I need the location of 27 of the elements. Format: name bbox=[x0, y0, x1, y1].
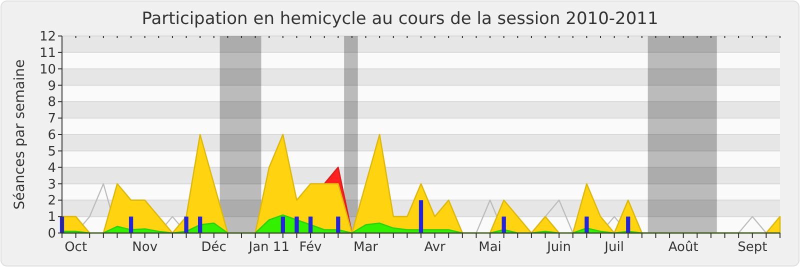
x-tick-label: Fév bbox=[299, 240, 322, 255]
x-tick-label: Août bbox=[668, 240, 698, 255]
y-tick-label: 11 bbox=[39, 46, 56, 61]
y-tick-label: 1 bbox=[48, 210, 56, 226]
y-tick-label: 4 bbox=[48, 160, 56, 176]
y-tick-label: 0 bbox=[48, 226, 56, 242]
y-tick-label: 5 bbox=[48, 144, 56, 160]
x-tick-label: Juin bbox=[546, 240, 572, 255]
y-tick-label: 8 bbox=[48, 95, 56, 110]
x-tick-label: Juil bbox=[604, 240, 624, 255]
y-tick-label: 12 bbox=[39, 30, 56, 45]
x-tick-label: Mai bbox=[478, 240, 502, 255]
y-tick-label: 6 bbox=[48, 128, 56, 144]
y-tick-label: 9 bbox=[48, 78, 56, 94]
y-tick-label: 3 bbox=[48, 177, 56, 192]
y-axis-title: Séances par semaine bbox=[12, 59, 28, 210]
y-tick-label: 2 bbox=[48, 194, 56, 209]
x-tick-label: Oct bbox=[64, 240, 88, 255]
x-tick-label: Avr bbox=[424, 240, 446, 255]
y-tick-label: 7 bbox=[48, 112, 56, 127]
x-tick-label: Sept bbox=[738, 240, 768, 255]
x-tick-label: Jan 11 bbox=[248, 240, 290, 255]
chart-title: Participation en hemicycle au cours de la session 2010-2011 bbox=[142, 9, 658, 29]
y-tick-label: 10 bbox=[39, 62, 56, 78]
x-tick-label: Déc bbox=[201, 240, 226, 255]
x-tick-label: Mar bbox=[354, 240, 379, 255]
x-tick-label: Nov bbox=[132, 240, 158, 255]
